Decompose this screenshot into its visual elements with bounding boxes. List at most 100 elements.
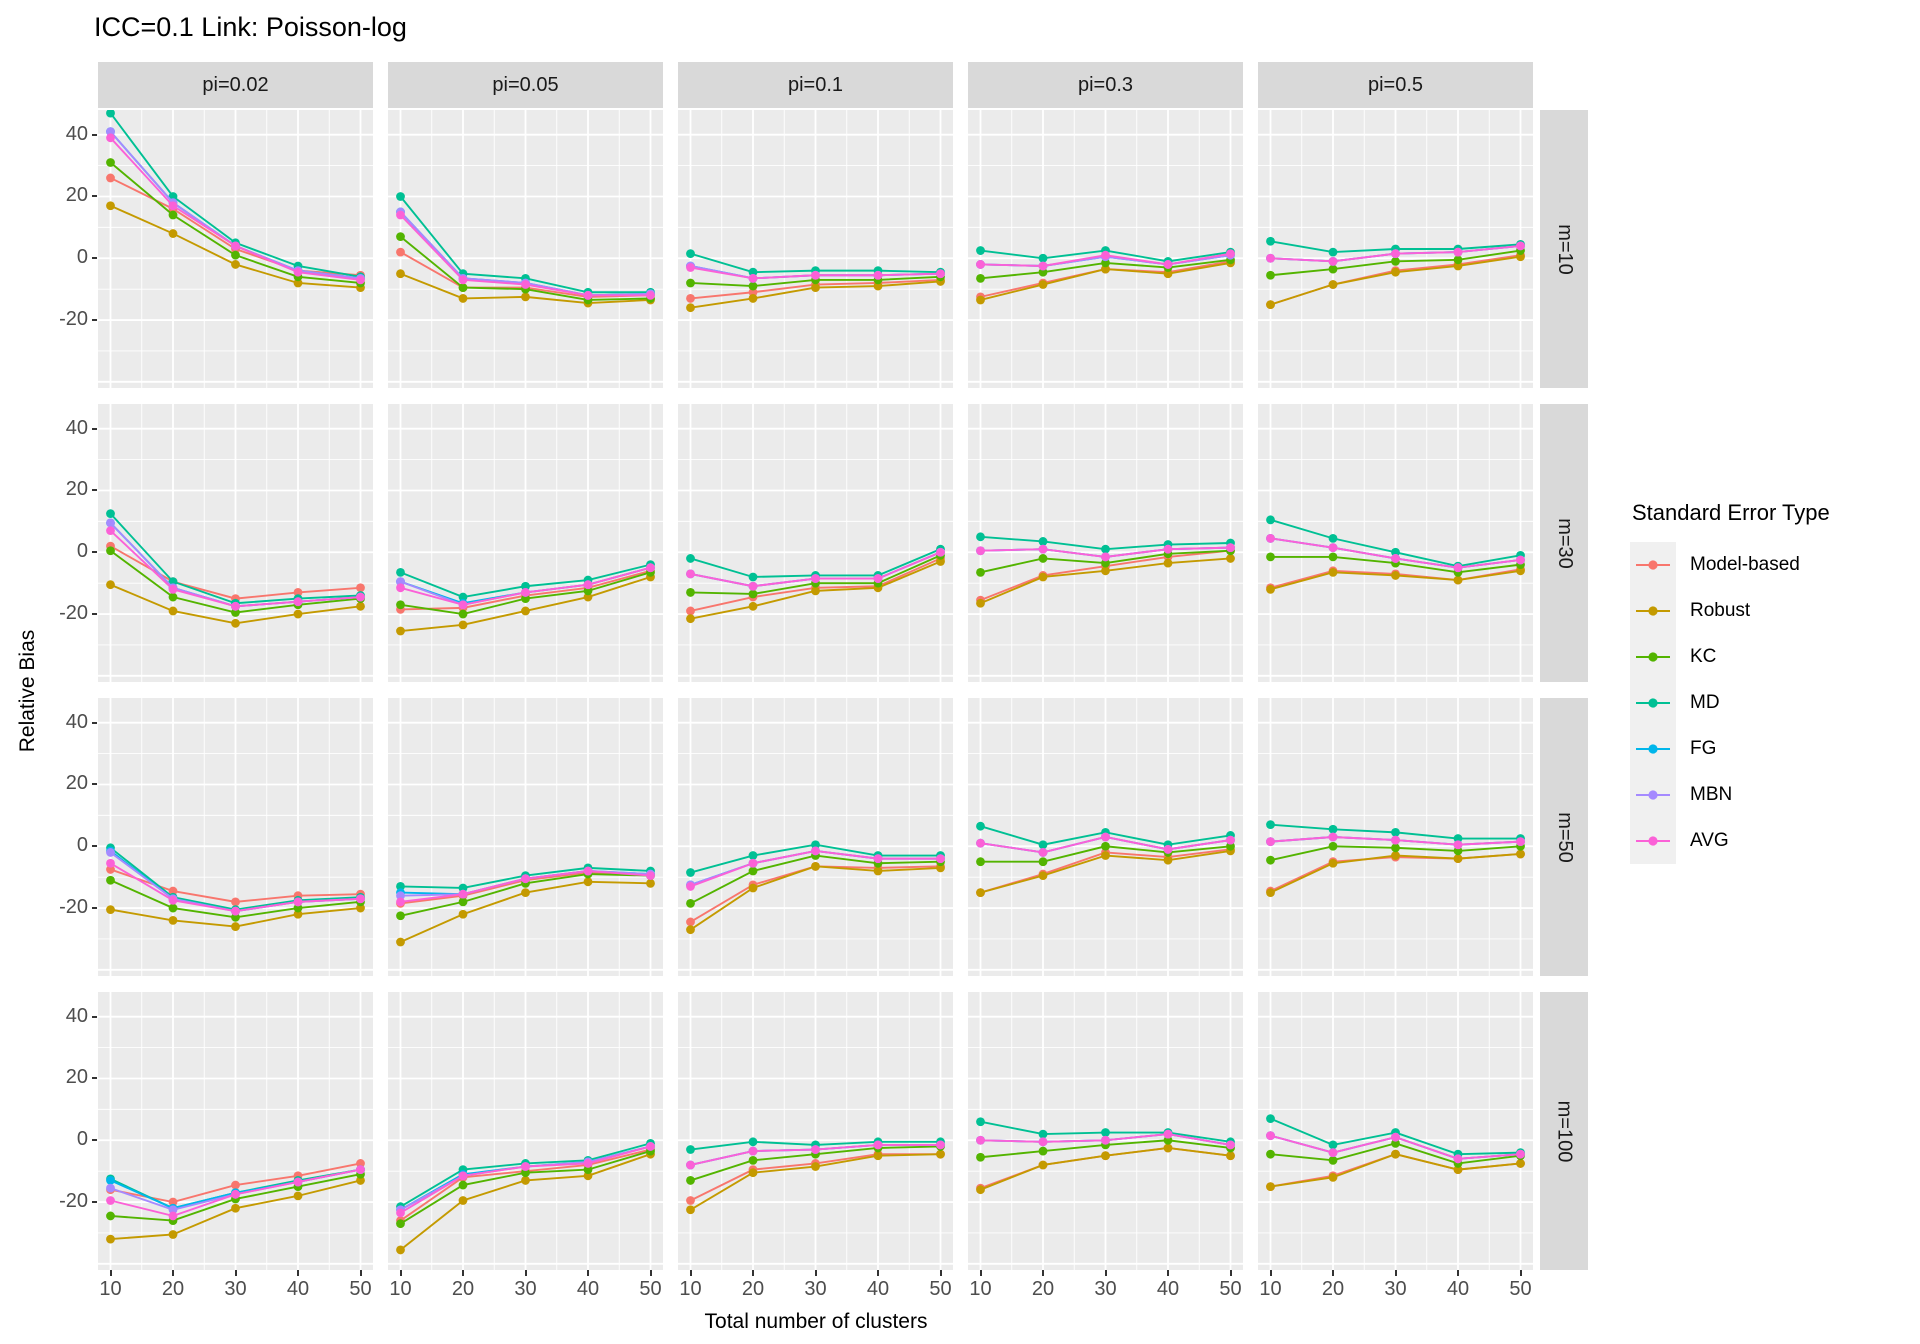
x-tick-mark bbox=[1269, 1270, 1272, 1276]
y-tick-mark bbox=[92, 551, 97, 554]
series-point-AVG bbox=[1266, 1131, 1275, 1141]
x-tick-mark bbox=[649, 1270, 652, 1276]
y-axis-title: Relative Bias bbox=[16, 629, 39, 753]
series-point-Robust bbox=[106, 1234, 115, 1244]
series-point-AVG bbox=[1391, 1132, 1400, 1142]
series-point-KC bbox=[976, 857, 985, 867]
series-point-Robust bbox=[1163, 855, 1173, 865]
series-point-Robust bbox=[1163, 558, 1173, 568]
series-point-KC bbox=[521, 1168, 530, 1178]
series-point-MD bbox=[748, 1137, 758, 1147]
y-tick-label: -20 bbox=[59, 308, 88, 331]
series-point-MD bbox=[106, 509, 115, 519]
series-point-KC bbox=[748, 589, 758, 599]
series-point-AVG bbox=[458, 275, 468, 285]
series-point-Robust bbox=[396, 937, 405, 947]
y-tick-label: 0 bbox=[76, 540, 88, 563]
series-point-Robust bbox=[583, 592, 593, 602]
facet-col-strip-pi=0.5: pi=0.5 bbox=[1258, 62, 1533, 108]
series-point-AVG bbox=[583, 866, 593, 876]
panel-pi=0.02-m=30 bbox=[98, 404, 373, 682]
series-point-Robust bbox=[1328, 1172, 1338, 1182]
x-tick-mark bbox=[524, 1270, 527, 1276]
x-tick-mark bbox=[1167, 1270, 1169, 1276]
series-point-Robust bbox=[1226, 554, 1235, 563]
series-point-Robust bbox=[873, 1151, 883, 1161]
series-point-Robust bbox=[356, 601, 365, 611]
series-point-Robust bbox=[521, 888, 530, 897]
legend-point bbox=[1648, 606, 1658, 616]
series-point-KC bbox=[1453, 255, 1463, 265]
facet-row-label: m=10 bbox=[1553, 223, 1576, 275]
series-point-Robust bbox=[1516, 1159, 1525, 1168]
y-tick-label: -20 bbox=[59, 602, 88, 625]
series-point-KC bbox=[458, 897, 468, 907]
series-point-AVG bbox=[811, 574, 820, 583]
series-point-KC bbox=[458, 609, 468, 619]
x-tick-label: 30 bbox=[224, 1278, 247, 1300]
series-point-AVG bbox=[646, 563, 655, 573]
series-point-AVG bbox=[686, 263, 695, 272]
series-point-KC bbox=[521, 594, 530, 603]
series-point-MD bbox=[1038, 840, 1048, 850]
series-point-Robust bbox=[356, 1176, 365, 1185]
x-tick-mark bbox=[689, 1270, 692, 1276]
legend-entry-AVG: AVG bbox=[1630, 818, 1920, 864]
series-point-MD bbox=[1266, 820, 1275, 830]
series-point-Robust bbox=[168, 916, 178, 925]
series-point-AVG bbox=[1038, 848, 1048, 857]
y-tick-mark bbox=[92, 133, 97, 136]
series-point-MBN bbox=[106, 1183, 115, 1193]
panel-pi=0.1-m=100 bbox=[678, 992, 953, 1270]
series-point-AVG bbox=[1391, 835, 1400, 845]
legend-point bbox=[1648, 698, 1658, 708]
series-point-AVG bbox=[1391, 554, 1400, 563]
series-point-Model-based bbox=[106, 865, 115, 874]
series-point-MD bbox=[976, 821, 985, 831]
series-point-AVG bbox=[168, 1211, 178, 1221]
series-point-AVG bbox=[231, 906, 240, 916]
series-point-AVG bbox=[686, 1160, 695, 1170]
series-point-MD bbox=[976, 246, 985, 255]
series-point-MD bbox=[1038, 1129, 1048, 1139]
legend-key-icon bbox=[1630, 772, 1676, 818]
series-point-Robust bbox=[686, 614, 695, 624]
series-point-Robust bbox=[1266, 1182, 1275, 1191]
series-point-AVG bbox=[1328, 832, 1338, 842]
series-point-MBN bbox=[106, 127, 115, 137]
series-point-Robust bbox=[458, 909, 468, 919]
series-point-AVG bbox=[521, 874, 530, 884]
series-point-AVG bbox=[583, 580, 593, 590]
series-point-KC bbox=[1328, 552, 1338, 562]
legend-label: FG bbox=[1690, 738, 1717, 759]
series-point-AVG bbox=[1266, 837, 1275, 847]
series-point-Robust bbox=[1453, 1165, 1463, 1175]
x-axis-title: Total number of clusters bbox=[704, 1310, 928, 1333]
x-tick-mark bbox=[814, 1270, 817, 1276]
series-point-Robust bbox=[1163, 269, 1173, 279]
series-point-Robust bbox=[293, 278, 303, 288]
series-point-KC bbox=[1453, 846, 1463, 856]
series-point-KC bbox=[1266, 1149, 1275, 1159]
series-point-Robust bbox=[458, 294, 468, 303]
y-tick-mark bbox=[92, 195, 97, 198]
series-point-KC bbox=[106, 1211, 115, 1221]
panel-pi=0.1-m=30 bbox=[678, 404, 953, 682]
series-point-KC bbox=[686, 278, 695, 288]
series-point-AVG bbox=[873, 574, 883, 583]
y-tick-mark bbox=[92, 257, 97, 260]
series-point-AVG bbox=[976, 1135, 985, 1145]
series-point-Robust bbox=[231, 618, 240, 628]
y-tick-label: -20 bbox=[59, 896, 88, 919]
y-tick-mark bbox=[92, 489, 97, 492]
y-tick-mark bbox=[92, 427, 97, 430]
series-point-AVG bbox=[168, 584, 178, 594]
series-point-AVG bbox=[356, 894, 365, 904]
series-point-Robust bbox=[748, 294, 758, 303]
x-tick-mark bbox=[587, 1270, 589, 1276]
legend-title: Standard Error Type bbox=[1632, 500, 1830, 525]
series-point-KC bbox=[231, 250, 240, 260]
legend-key-glyph bbox=[1636, 560, 1670, 570]
series-point-KC bbox=[396, 911, 405, 921]
